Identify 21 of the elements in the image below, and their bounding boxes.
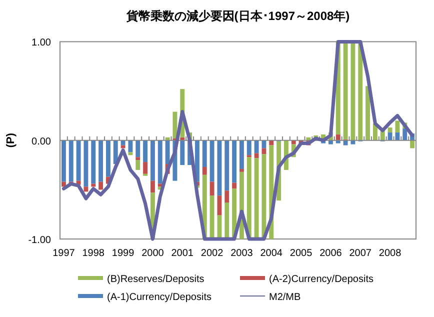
y-tick-label: 1.00 xyxy=(32,38,52,49)
x-tick-label: 2005 xyxy=(290,248,313,259)
x-tick-label: 2003 xyxy=(230,248,254,259)
x-tick-label: 2001 xyxy=(171,248,194,259)
x-tick-label: 2002 xyxy=(200,248,224,259)
x-tick-label: 1997 xyxy=(52,248,76,259)
y-tick-label: -1.00 xyxy=(28,235,52,246)
x-tick-label: 2006 xyxy=(320,248,342,259)
y-axis-title: (P) xyxy=(5,132,17,148)
x-tick-label: 2000 xyxy=(142,248,164,259)
x-tick-label: 1999 xyxy=(112,248,135,259)
y-tick-label: 0.00 xyxy=(32,136,52,148)
legend-label: (A-1)Currency/Deposits xyxy=(107,292,212,303)
x-tick-label: 2008 xyxy=(378,248,402,259)
legend-label: (A-2)Currency/Deposits xyxy=(269,274,374,285)
x-tick-label: 2007 xyxy=(349,248,372,259)
legend-label: (B)Reserves/Deposits xyxy=(107,274,204,285)
chart-title: 貨幣乗数の減少要因(日本･1997～2008年) xyxy=(125,9,350,23)
legend-label: M2/MB xyxy=(269,292,301,303)
x-tick-label: 2004 xyxy=(260,248,283,259)
x-tick-label: 1998 xyxy=(82,248,105,259)
